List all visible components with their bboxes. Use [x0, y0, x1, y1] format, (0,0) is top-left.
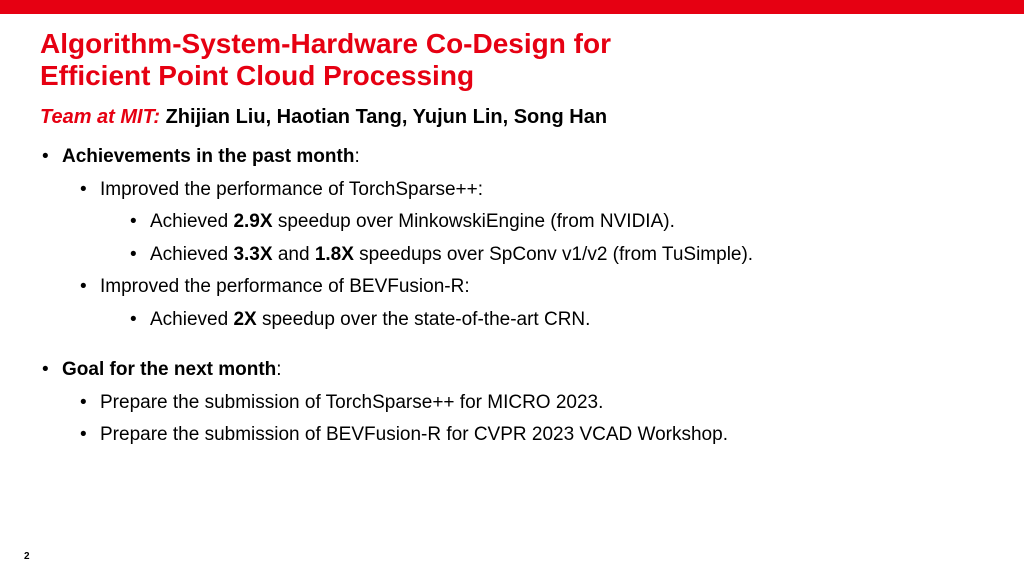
team-label: Team at MIT: [40, 106, 160, 128]
section-goal: Goal for the next month: Prepare the sub… [62, 356, 984, 450]
ach-item-0: Improved the performance of TorchSparse+… [100, 176, 984, 270]
ach-0-sub-1: Achieved 3.3X and 1.8X speedups over SpC… [150, 241, 984, 270]
achievements-colon: : [354, 146, 359, 167]
ach-1-sub-0: Achieved 2X speedup over the state-of-th… [150, 306, 984, 335]
team-names: Zhijian Liu, Haotian Tang, Yujun Lin, So… [160, 106, 607, 128]
ach-item-1-text: Improved the performance of BEVFusion-R: [100, 276, 470, 297]
content-list: Achievements in the past month: Improved… [40, 143, 984, 334]
title-line-1: Algorithm-System-Hardware Co-Design for [40, 28, 611, 59]
achievements-heading: Achievements in the past month [62, 146, 354, 167]
section-spacer [40, 338, 984, 356]
goal-list: Goal for the next month: Prepare the sub… [40, 356, 984, 450]
goal-colon: : [276, 359, 281, 380]
ach-item-0-text: Improved the performance of TorchSparse+… [100, 179, 483, 200]
page-number: 2 [24, 551, 30, 562]
ach-0-sub-0: Achieved 2.9X speedup over MinkowskiEngi… [150, 208, 984, 237]
goal-heading: Goal for the next month [62, 359, 276, 380]
goal-item-1: Prepare the submission of BEVFusion-R fo… [100, 421, 984, 450]
slide-body: Algorithm-System-Hardware Co-Design for … [0, 28, 1024, 450]
ach-item-1: Improved the performance of BEVFusion-R:… [100, 273, 984, 334]
top-accent-bar [0, 0, 1024, 14]
slide-title: Algorithm-System-Hardware Co-Design for … [40, 28, 984, 92]
goal-item-0: Prepare the submission of TorchSparse++ … [100, 389, 984, 418]
title-line-2: Efficient Point Cloud Processing [40, 60, 474, 91]
section-achievements: Achievements in the past month: Improved… [62, 143, 984, 334]
team-line: Team at MIT: Zhijian Liu, Haotian Tang, … [40, 106, 984, 129]
